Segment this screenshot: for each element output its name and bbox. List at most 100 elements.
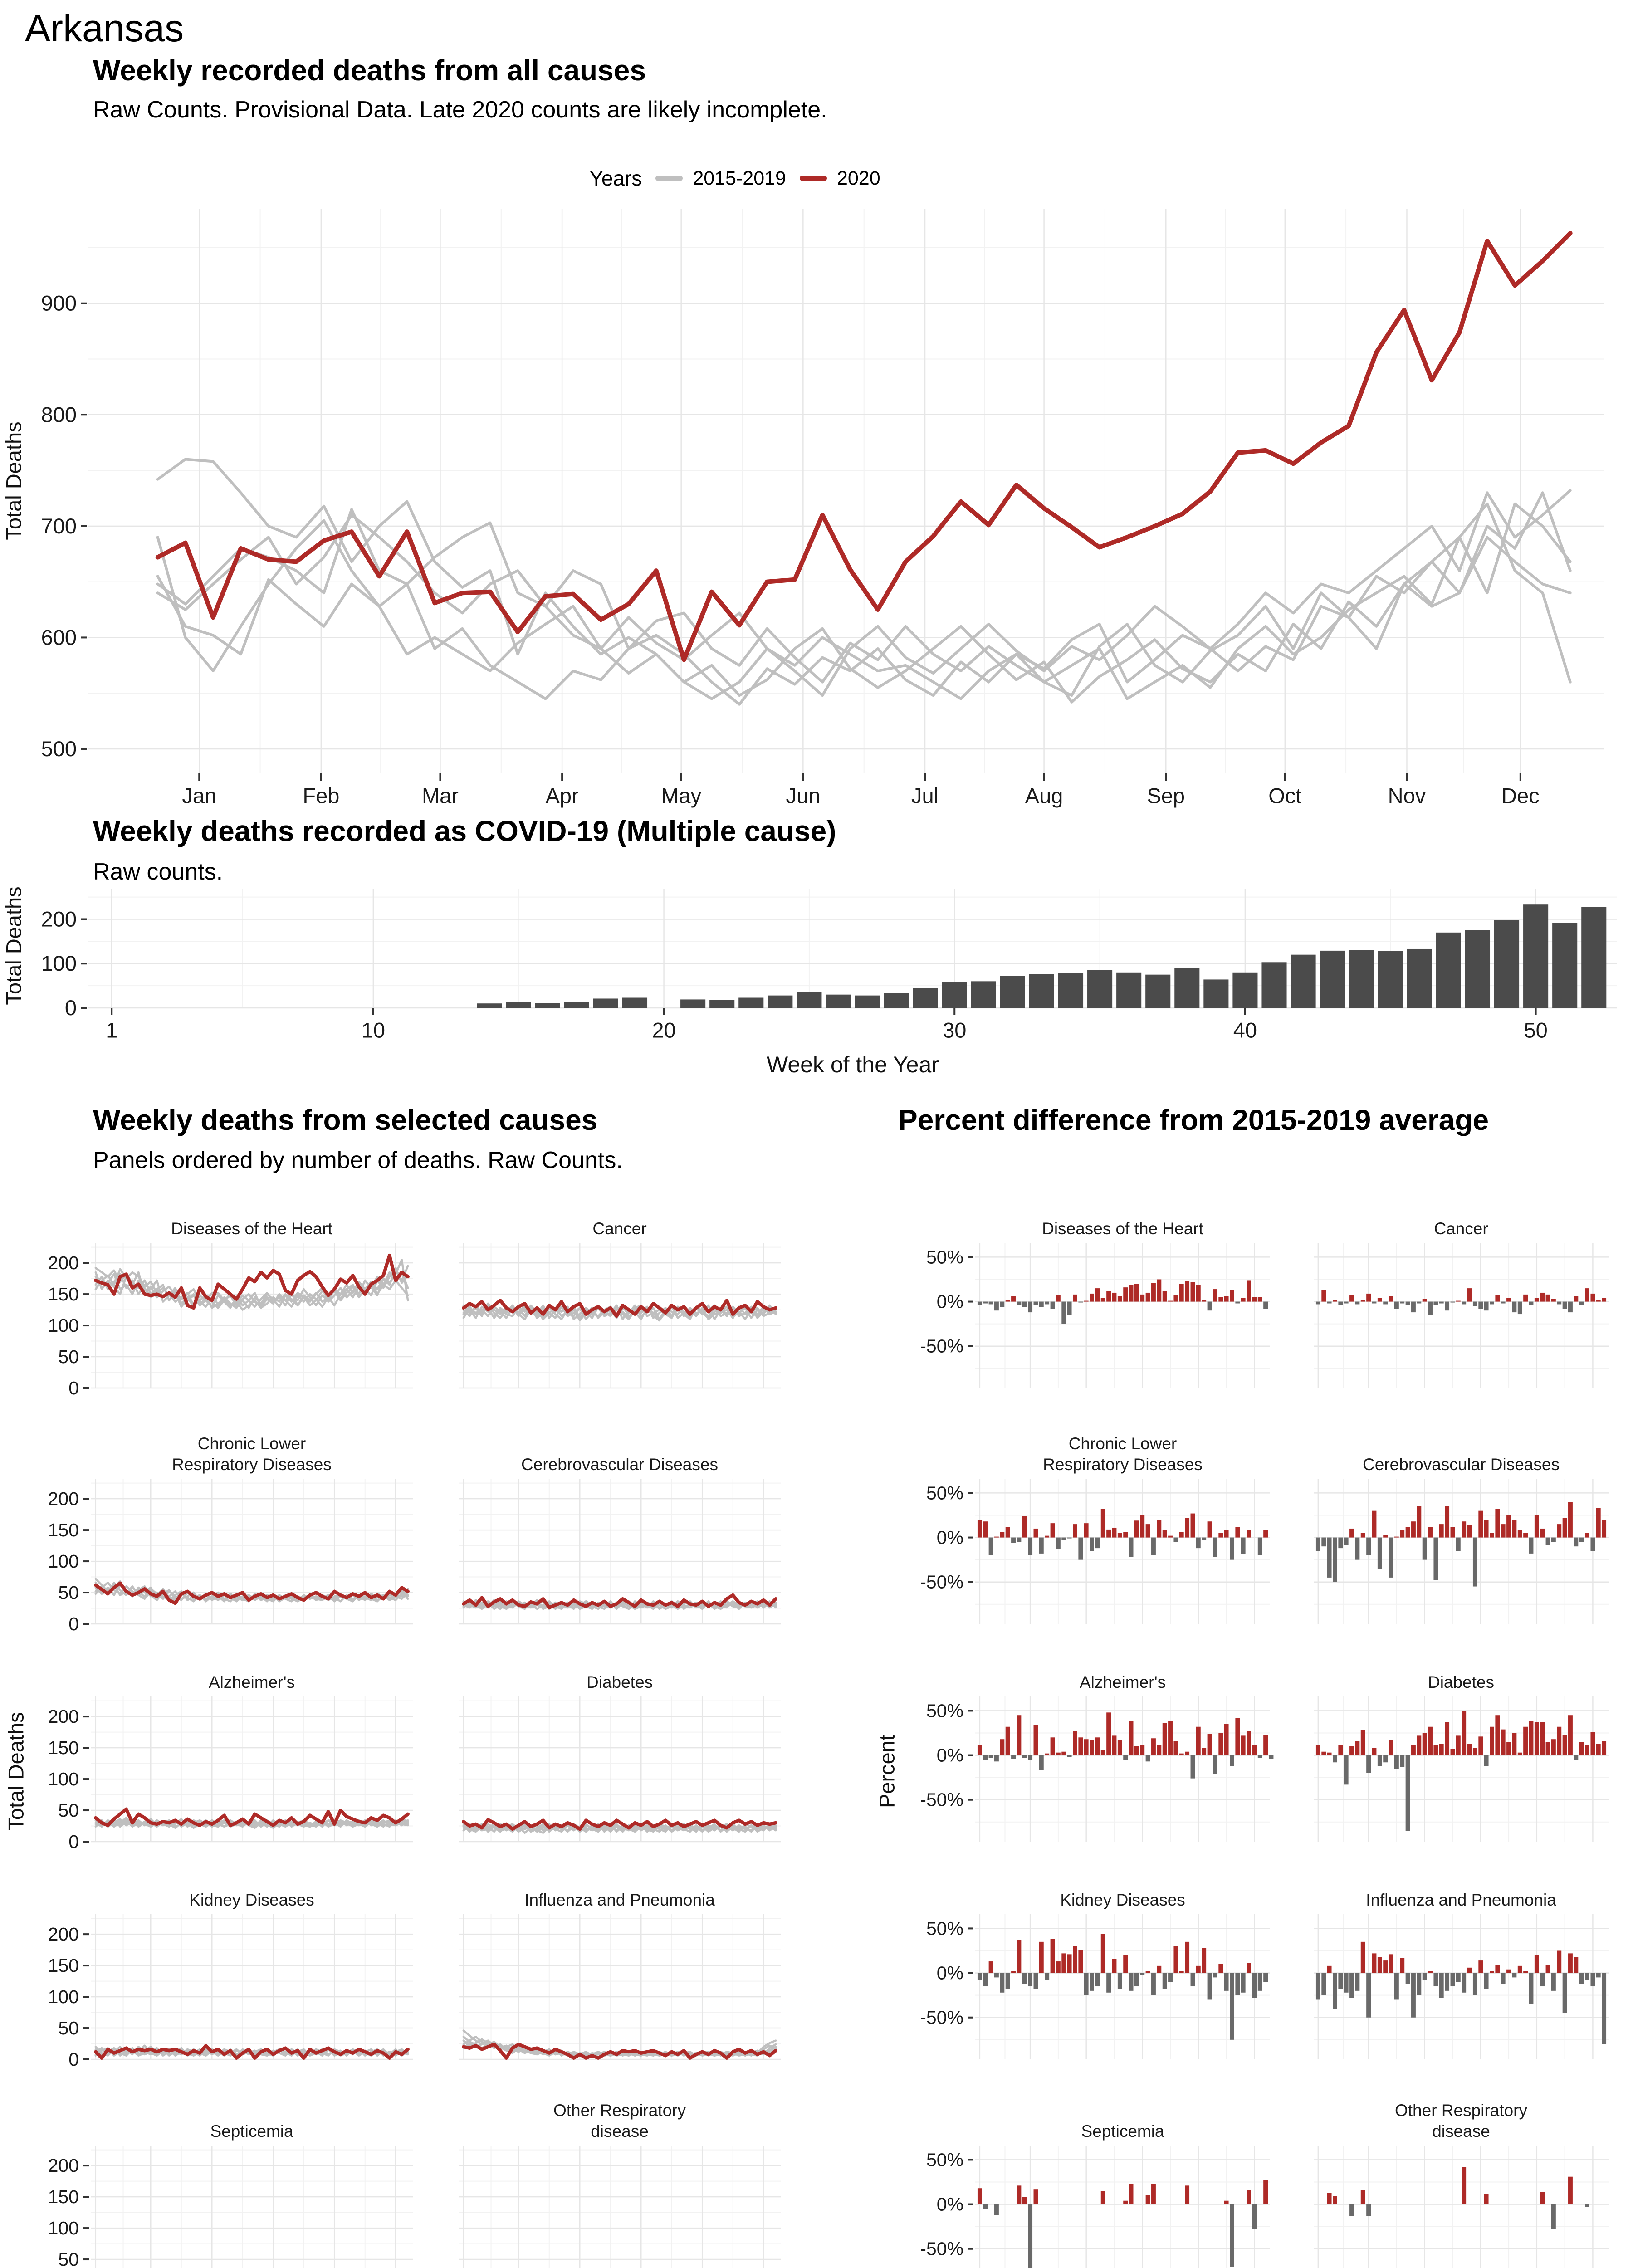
svg-text:50: 50 <box>58 1346 79 1367</box>
all-causes-subtitle: Raw Counts. Provisional Data. Late 2020 … <box>93 97 827 123</box>
pct-chart-cerebro <box>1314 1479 1609 1624</box>
pct-chart-influenza <box>1314 1914 1609 2059</box>
svg-text:30: 30 <box>943 1018 966 1042</box>
panel-chart-alzheimers: 0 50 100 150 200 <box>48 1696 413 1852</box>
svg-text:150: 150 <box>48 1284 79 1305</box>
svg-text:Aug: Aug <box>1025 783 1063 807</box>
pct-title-clrd: Chronic Lower Respiratory Diseases <box>1043 1434 1203 1474</box>
svg-text:Nov: Nov <box>1388 783 1426 807</box>
panel-title-cancer: Cancer <box>592 1219 647 1238</box>
svg-text:-50%: -50% <box>920 1336 963 1357</box>
svg-text:150: 150 <box>48 1955 79 1976</box>
svg-text:200: 200 <box>48 2155 79 2176</box>
svg-text:50%: 50% <box>926 2149 963 2170</box>
panel-title-influenza: Influenza and Pneumonia <box>524 1891 715 1909</box>
svg-text:0: 0 <box>68 2049 79 2070</box>
svg-text:Jul: Jul <box>911 783 939 807</box>
svg-text:50: 50 <box>58 1800 79 1821</box>
svg-text:600: 600 <box>41 625 77 649</box>
pct-title-alzheimers: Alzheimer's <box>1079 1673 1166 1691</box>
pct-chart-heart: 50% 0% -50% <box>920 1243 1270 1388</box>
selected-causes-subtitle: Panels ordered by number of deaths. Raw … <box>93 1147 623 1173</box>
svg-text:100: 100 <box>48 1551 79 1572</box>
svg-text:200: 200 <box>48 1924 79 1945</box>
svg-text:20: 20 <box>652 1018 675 1042</box>
pct-title-diabetes: Diabetes <box>1428 1673 1495 1691</box>
svg-text:1: 1 <box>106 1018 117 1042</box>
svg-text:40: 40 <box>1233 1018 1257 1042</box>
svg-text:800: 800 <box>41 402 77 426</box>
svg-text:50: 50 <box>58 2249 79 2268</box>
all-causes-chart: 500 600 700 800 900 Jan Feb Mar Apr May Jun Jul Aug S… <box>41 209 1604 807</box>
svg-text:100: 100 <box>41 951 77 975</box>
legend-label-2020: 2020 <box>836 167 880 189</box>
svg-text:Sep: Sep <box>1147 783 1185 807</box>
svg-text:-50%: -50% <box>920 2239 963 2259</box>
svg-text:May: May <box>661 783 701 807</box>
svg-text:100: 100 <box>48 2218 79 2239</box>
pct-chart-diabetes <box>1314 1696 1609 1842</box>
legend-item-2020: 2020 <box>799 167 880 190</box>
svg-text:Oct: Oct <box>1268 783 1301 807</box>
pct-title-heart: Diseases of the Heart <box>1042 1219 1203 1238</box>
svg-text:0: 0 <box>65 996 77 1020</box>
panel-chart-septicemia: 05010015020011020304050 <box>48 2146 413 2268</box>
svg-text:900: 900 <box>41 291 77 315</box>
svg-text:150: 150 <box>48 1737 79 1758</box>
red-line-swatch-icon <box>799 176 827 181</box>
panel-title-cerebro: Cerebrovascular Diseases <box>521 1455 718 1474</box>
page-title: Arkansas <box>25 7 184 49</box>
svg-text:0%: 0% <box>937 1527 963 1548</box>
svg-text:Mar: Mar <box>422 783 459 807</box>
svg-text:0%: 0% <box>937 1291 963 1312</box>
svg-text:Apr: Apr <box>546 783 579 807</box>
pct-chart-cancer <box>1314 1243 1609 1388</box>
panel-chart-clrd: 0 50 100 150 200 <box>48 1479 413 1634</box>
covid-subtitle: Raw counts. <box>93 859 223 885</box>
panel-title-alzheimers: Alzheimer's <box>208 1673 295 1691</box>
panel-title-kidney: Kidney Diseases <box>189 1891 314 1909</box>
svg-text:Jan: Jan <box>182 783 216 807</box>
svg-text:200: 200 <box>48 1252 79 1273</box>
panel-title-heart: Diseases of the Heart <box>171 1219 332 1238</box>
panel-chart-kidney: 0 50 100 150 200 <box>48 1914 413 2070</box>
panel-chart-diabetes <box>459 1696 781 1843</box>
panel-title-diabetes: Diabetes <box>586 1673 653 1691</box>
panel-chart-cancer <box>459 1243 781 1389</box>
pct-chart-kidney: 50% 0% -50% <box>920 1914 1270 2059</box>
pct-title-septicemia: Septicemia <box>1081 2122 1164 2141</box>
pct-title-kidney: Kidney Diseases <box>1060 1891 1185 1909</box>
panel-chart-influenza <box>459 1914 781 2060</box>
svg-text:150: 150 <box>48 2186 79 2207</box>
svg-text:200: 200 <box>48 1706 79 1727</box>
panel-title-clrd: Chronic Lower Respiratory Diseases <box>172 1434 332 1474</box>
panel-title-other-resp: Other Respiratory disease <box>553 2101 686 2141</box>
legend-label-2015-2019: 2015-2019 <box>693 167 786 189</box>
svg-text:50%: 50% <box>926 1700 963 1721</box>
covid-title: Weekly deaths recorded as COVID-19 (Mult… <box>93 815 836 847</box>
svg-text:100: 100 <box>48 1769 79 1789</box>
svg-text:-50%: -50% <box>920 2007 963 2028</box>
panel-chart-cerebro <box>459 1479 781 1625</box>
pct-title-influenza: Influenza and Pneumonia <box>1366 1891 1556 1909</box>
pct-chart-alzheimers: 50% 0% -50% <box>920 1696 1274 1842</box>
svg-text:150: 150 <box>48 1520 79 1540</box>
svg-text:0: 0 <box>68 1831 79 1852</box>
percent-y-axis-label: Percent <box>875 1735 899 1808</box>
pct-title-cerebro: Cerebrovascular Diseases <box>1363 1455 1560 1474</box>
svg-text:0%: 0% <box>937 1745 963 1766</box>
svg-text:50: 50 <box>1524 1018 1547 1042</box>
svg-text:-50%: -50% <box>920 1789 963 1810</box>
svg-text:50: 50 <box>58 1582 79 1603</box>
svg-text:200: 200 <box>48 1488 79 1509</box>
svg-text:50%: 50% <box>926 1482 963 1503</box>
covid-x-axis-label: Week of the Year <box>767 1052 939 1077</box>
percent-difference-title: Percent difference from 2015-2019 averag… <box>898 1104 1489 1136</box>
panel-title-septicemia: Septicemia <box>210 2122 293 2141</box>
svg-text:Feb: Feb <box>303 783 339 807</box>
